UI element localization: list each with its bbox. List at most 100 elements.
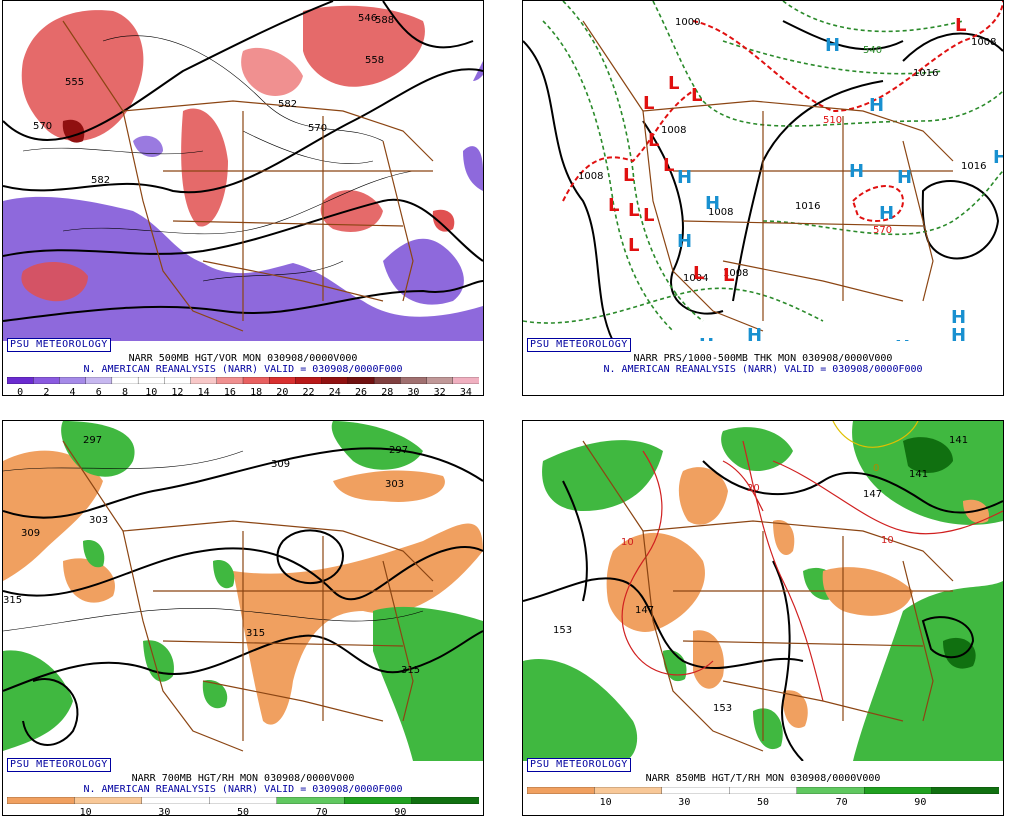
isobar-label: 1016 [795, 201, 820, 212]
thickness-label: 540 [863, 45, 882, 56]
positive-vorticity-region [303, 5, 425, 87]
colorbar-labels: 10 30 50 70 90 [7, 807, 479, 816]
psu-meteorology-badge: PSU METEOROLOGY [7, 758, 111, 772]
contour-label: 546 [358, 13, 377, 24]
thickness-label: 510 [823, 115, 842, 126]
colorbar-tick-label: 30 [407, 387, 420, 396]
panel-caption: NARR 850MB HGT/T/RH MON 030908/0000V000 [645, 773, 881, 784]
psu-meteorology-badge: PSU METEOROLOGY [527, 338, 631, 352]
colorbar-tick-label: 90 [394, 807, 407, 816]
contour-label: 315 [401, 665, 420, 676]
colorbar [527, 787, 999, 794]
height-contours [523, 460, 1003, 761]
colorbar-labels: 10 30 50 70 90 [527, 797, 999, 809]
colorbar-tick-label: 0 [17, 387, 24, 396]
panel-850mb-hgt-t-rh: 153 147 141 141 147 153 10 20 10 0 PSU M… [522, 420, 1004, 816]
colorbar-swatch [452, 377, 479, 384]
isobar-label: 1008 [578, 171, 603, 182]
colorbar-swatch [863, 787, 933, 794]
colorbar-tick-label: 70 [835, 797, 848, 808]
thickness-570 [562, 1, 1003, 222]
negative-vorticity-region [133, 135, 163, 157]
low-pressure-symbol: L [648, 130, 659, 151]
colorbar-swatch [729, 787, 798, 794]
high-pressure-symbol: H [825, 35, 840, 56]
colorbar-swatch [7, 377, 34, 384]
colorbar-tick-label: 32 [433, 387, 446, 396]
colorbar-swatch [527, 787, 596, 794]
low-pressure-symbol: L [693, 263, 704, 284]
isobar-label: 1016 [961, 161, 986, 172]
negative-vorticity-region [3, 196, 483, 341]
high-pressure-symbol: H [869, 95, 884, 116]
low-pressure-symbol: L [723, 265, 734, 286]
psu-meteorology-badge: PSU METEOROLOGY [7, 338, 111, 352]
colorbar-swatch [347, 377, 375, 384]
panel-700mb-hgt-rh: 297 309 297 309 303 303 315 315 315 PSU … [2, 420, 484, 816]
colorbar-swatch [321, 377, 349, 384]
panel-caption: NARR PRS/1000-500MB THK MON 030908/0000V… [633, 353, 893, 364]
map-700mb: 297 309 297 309 303 303 315 315 315 [3, 421, 483, 761]
contour-label: 147 [863, 489, 882, 500]
isobar-label: 1004 [683, 273, 708, 284]
positive-vorticity-region [320, 190, 383, 232]
positive-vorticity-region [21, 10, 144, 142]
contour-label: 147 [635, 605, 654, 616]
colorbar-tick-label: 8 [121, 387, 129, 396]
colorbar-tick-label: 50 [756, 797, 770, 808]
colorbar-swatch [594, 787, 663, 794]
temperature-label: 10 [881, 535, 894, 546]
colorbar-swatch [796, 787, 865, 794]
contour-label: 297 [389, 445, 408, 456]
colorbar-swatch [343, 797, 413, 804]
colorbar [7, 797, 479, 804]
high-pressure-symbol: H [993, 147, 1003, 168]
thickness-label: 570 [873, 225, 892, 236]
political-boundaries [582, 20, 954, 332]
high-pressure-symbol: H [951, 325, 966, 341]
low-pressure-symbol: L [628, 200, 639, 221]
high-pressure-symbol: H [677, 167, 692, 188]
contour-label: 588 [375, 15, 394, 26]
isobar-label: 1008 [723, 268, 748, 279]
dry-regions [606, 467, 989, 728]
dark-moist-regions [903, 437, 976, 669]
contour-label: 570 [33, 121, 52, 132]
colorbar-swatch [931, 787, 999, 794]
isobar-label: 1016 [913, 68, 938, 79]
panel-sfc-pressure-thickness: 1000 1008 1016 1016 1008 1008 1004 1016 … [522, 0, 1004, 396]
colorbar-swatch [141, 797, 210, 804]
contour-label: 141 [949, 435, 968, 446]
high-pressure-symbol: H [699, 335, 714, 341]
panel-caption: NARR 700MB HGT/RH MON 030908/0000V000 [131, 773, 355, 784]
high-pressure-symbol: H [677, 231, 692, 252]
contour-label: 555 [65, 77, 84, 88]
low-pressure-symbol: L [691, 85, 702, 106]
political-boundaries [62, 440, 434, 752]
colorbar-swatch [74, 797, 143, 804]
colorbar-swatch [661, 787, 730, 794]
contour-label: 153 [713, 703, 732, 714]
colorbar-swatch [295, 377, 323, 384]
colorbar-swatch [164, 377, 192, 384]
colorbar-tick-label: 24 [328, 387, 341, 396]
low-pressure-symbol: L [608, 195, 619, 216]
colorbar-tick-label: 90 [914, 797, 927, 808]
high-pressure-symbol: H [895, 337, 910, 341]
political-boundaries [62, 20, 434, 332]
contour-label: 303 [385, 479, 404, 490]
contour-label: 582 [91, 175, 110, 186]
colorbar-tick-label: 20 [276, 387, 289, 396]
high-pressure-symbol: H [755, 339, 770, 341]
colorbar-swatch [59, 377, 87, 384]
colorbar-swatch [400, 377, 428, 384]
colorbar-swatch [216, 377, 244, 384]
positive-vorticity-region [21, 261, 88, 302]
colorbar-tick-label: 12 [171, 387, 184, 396]
panel-valid-time: N. AMERICAN REANALYSIS (NARR) VALID = 03… [83, 784, 403, 795]
low-pressure-symbol: L [628, 235, 639, 256]
colorbar-tick-label: 10 [599, 797, 612, 808]
contour-label: 558 [365, 55, 384, 66]
colorbar-tick-label: 28 [381, 387, 394, 396]
temperature-label: 0 [873, 463, 879, 474]
